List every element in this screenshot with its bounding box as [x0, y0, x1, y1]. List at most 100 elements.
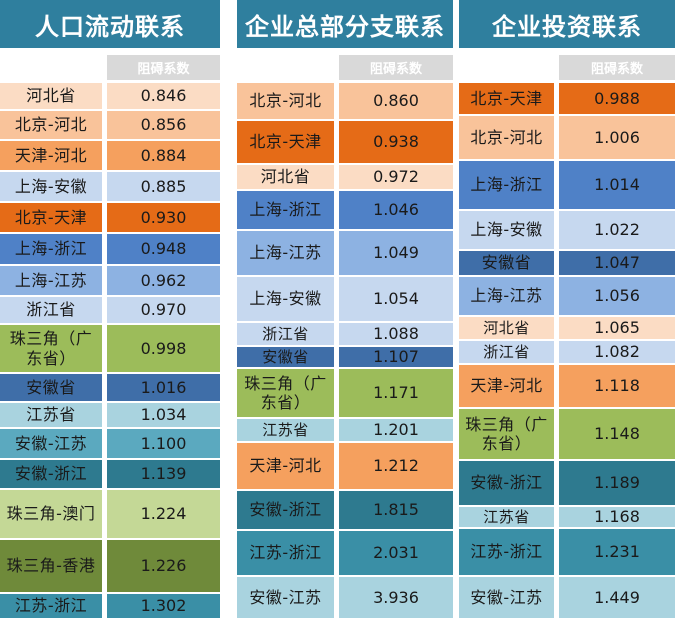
impedance-value: 1.226: [107, 540, 220, 592]
table-row: 上海-安徽 1.054: [237, 277, 453, 321]
impedance-value: 1.100: [107, 429, 220, 458]
region-name: 安徽省: [237, 347, 334, 367]
table-row: 安徽-江苏 3.936: [237, 577, 453, 618]
region-name: 上海-江苏: [0, 266, 102, 295]
region-name: 浙江省: [459, 341, 554, 363]
impedance-value: 1.016: [107, 374, 220, 401]
table-row: 上海-江苏 1.049: [237, 231, 453, 275]
region-name: 浙江省: [0, 297, 102, 323]
region-name: 珠三角（广东省）: [0, 325, 102, 372]
impedance-value: 1.014: [559, 161, 675, 209]
impedance-value: 1.231: [559, 529, 675, 575]
impedance-value: 1.054: [339, 277, 453, 321]
table-row: 河北省 0.972: [237, 165, 453, 189]
region-name: 天津-河北: [237, 443, 334, 489]
impedance-value: 2.031: [339, 531, 453, 575]
table-row: 上海-江苏 0.962: [0, 266, 220, 295]
table-row: 安徽-浙江 1.189: [459, 461, 675, 505]
table-row: 上海-浙江 1.046: [237, 191, 453, 229]
table-row: 上海-江苏 1.056: [459, 277, 675, 315]
region-name: 安徽省: [459, 251, 554, 275]
region-name: 珠三角-澳门: [0, 490, 102, 538]
impedance-value: 0.856: [107, 111, 220, 139]
panel-title: 企业投资联系: [459, 0, 675, 48]
region-name: 北京-天津: [237, 121, 334, 163]
region-name: 江苏-浙江: [459, 529, 554, 575]
impedance-value: 1.189: [559, 461, 675, 505]
table-row: 珠三角（广东省） 0.998: [0, 325, 220, 372]
impedance-value: 1.034: [107, 403, 220, 427]
table-row: 珠三角-香港 1.226: [0, 540, 220, 592]
table-row: 安徽-江苏 1.449: [459, 577, 675, 618]
impedance-value: 0.988: [559, 83, 675, 114]
region-name: 上海-江苏: [237, 231, 334, 275]
impedance-value: 1.107: [339, 347, 453, 367]
panel-title: 人口流动联系: [0, 0, 220, 48]
impedance-value: 1.168: [559, 507, 675, 527]
table-row: 北京-天津 0.938: [237, 121, 453, 163]
table-row: 北京-天津 0.930: [0, 203, 220, 232]
impedance-value: 1.224: [107, 490, 220, 538]
impedance-value: 1.449: [559, 577, 675, 618]
table-row: 江苏-浙江 1.302: [0, 594, 220, 618]
region-name: 江苏-浙江: [0, 594, 102, 618]
table-row: 安徽-浙江 1.815: [237, 491, 453, 529]
impedance-value: 3.936: [339, 577, 453, 618]
region-name: 江苏-浙江: [237, 531, 334, 575]
region-name: 上海-江苏: [459, 277, 554, 315]
table-row: 安徽-浙江 1.139: [0, 460, 220, 488]
table-row: 安徽-江苏 1.100: [0, 429, 220, 458]
table-row: 浙江省 1.082: [459, 341, 675, 363]
impedance-value: 1.118: [559, 365, 675, 407]
panel-title: 企业总部分支联系: [237, 0, 453, 48]
table-row: 天津-河北 1.212: [237, 443, 453, 489]
table-row: 天津-河北 1.118: [459, 365, 675, 407]
region-name: 上海-安徽: [0, 172, 102, 201]
panel-enterprise-hq-branch: 企业总部分支联系 阻碍系数 北京-河北 0.860 北京-天津 0.938 河北省 0.9…: [237, 0, 453, 619]
impedance-value: 0.884: [107, 141, 220, 170]
impedance-value: 0.962: [107, 266, 220, 295]
region-name: 河北省: [237, 165, 334, 189]
impedance-value: 1.046: [339, 191, 453, 229]
region-name: 江苏省: [459, 507, 554, 527]
panel-enterprise-investment: 企业投资联系 阻碍系数 北京-天津 0.988 北京-河北 1.006 上海-浙江 1.0…: [459, 0, 675, 619]
table-row: 北京-天津 0.988: [459, 83, 675, 114]
region-name: 河北省: [459, 317, 554, 339]
region-name: 上海-浙江: [0, 234, 102, 264]
region-name: 珠三角（广东省）: [459, 409, 554, 459]
table-row: 珠三角-澳门 1.224: [0, 490, 220, 538]
table-row: 江苏省 1.201: [237, 419, 453, 441]
region-name: 上海-安徽: [237, 277, 334, 321]
impedance-value: 1.065: [559, 317, 675, 339]
impedance-value: 1.302: [107, 594, 220, 618]
table-row: 浙江省 0.970: [0, 297, 220, 323]
impedance-value: 0.885: [107, 172, 220, 201]
table-row: 安徽省 1.047: [459, 251, 675, 275]
impedance-value: 1.171: [339, 369, 453, 417]
region-name: 北京-天津: [459, 83, 554, 114]
impedance-value: 0.860: [339, 83, 453, 119]
table-row: 上海-安徽 0.885: [0, 172, 220, 201]
column-header: 阻碍系数: [339, 55, 453, 80]
impedance-value: 0.846: [107, 83, 220, 109]
region-name: 安徽-江苏: [237, 577, 334, 618]
impedance-value: 0.970: [107, 297, 220, 323]
table-row: 江苏-浙江 1.231: [459, 529, 675, 575]
region-name: 江苏省: [0, 403, 102, 427]
table-row: 江苏-浙江 2.031: [237, 531, 453, 575]
table-row: 天津-河北 0.884: [0, 141, 220, 170]
impedance-value: 1.815: [339, 491, 453, 529]
table-row: 上海-浙江 0.948: [0, 234, 220, 264]
impedance-value: 1.049: [339, 231, 453, 275]
table-row: 上海-安徽 1.022: [459, 211, 675, 249]
impedance-value: 0.938: [339, 121, 453, 163]
table-row: 上海-浙江 1.014: [459, 161, 675, 209]
region-name: 安徽-浙江: [0, 460, 102, 488]
impedance-value: 1.088: [339, 323, 453, 345]
table-row: 珠三角（广东省） 1.171: [237, 369, 453, 417]
region-name: 上海-安徽: [459, 211, 554, 249]
region-name: 安徽-浙江: [459, 461, 554, 505]
table-row: 江苏省 1.034: [0, 403, 220, 427]
region-name: 北京-河北: [0, 111, 102, 139]
region-name: 河北省: [0, 83, 102, 109]
